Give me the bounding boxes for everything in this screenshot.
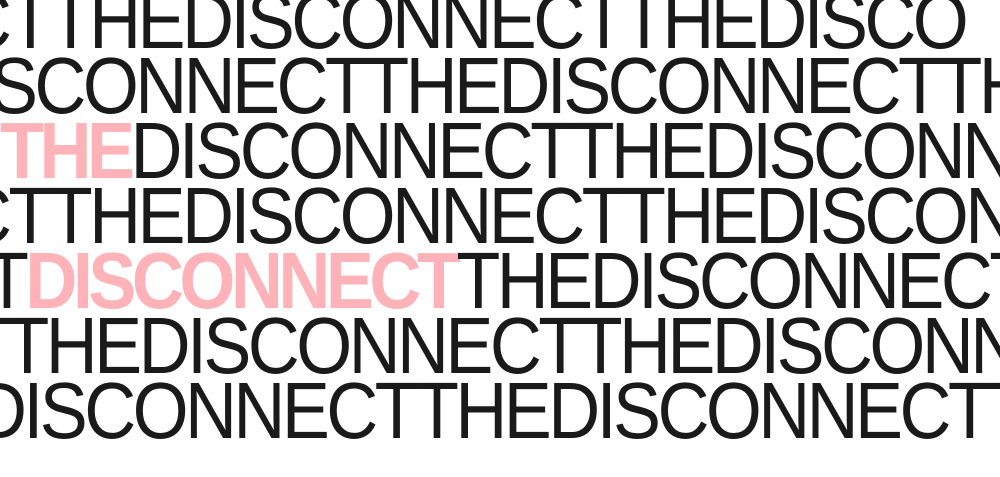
row-segment: T xyxy=(0,236,29,325)
highlight-word-disconnect: DISCONNECT xyxy=(25,236,461,325)
row-segment: THEDISCONNECTTHE xyxy=(456,236,1000,325)
text-row-5: TDISCONNECTTHEDISCONNECTTHE xyxy=(0,241,1000,321)
text-row-1: CTTHEDISCONNECTTHEDISCO xyxy=(0,0,969,61)
highlight-word-the: THE xyxy=(0,106,135,195)
row-segment: TTHEDISCONNECTTHEDISCONN xyxy=(0,301,1000,390)
text-row-6: TTHEDISCONNECTTHEDISCONN xyxy=(0,306,1000,386)
text-row-4: CTTHEDISCONNECTTHEDISCONN xyxy=(0,176,1000,256)
row-segment: CTTHEDISCONNECTTHEDISCONN xyxy=(0,171,1000,260)
row-segment: CTTHEDISCONNECTTHEDISCO xyxy=(0,0,969,65)
